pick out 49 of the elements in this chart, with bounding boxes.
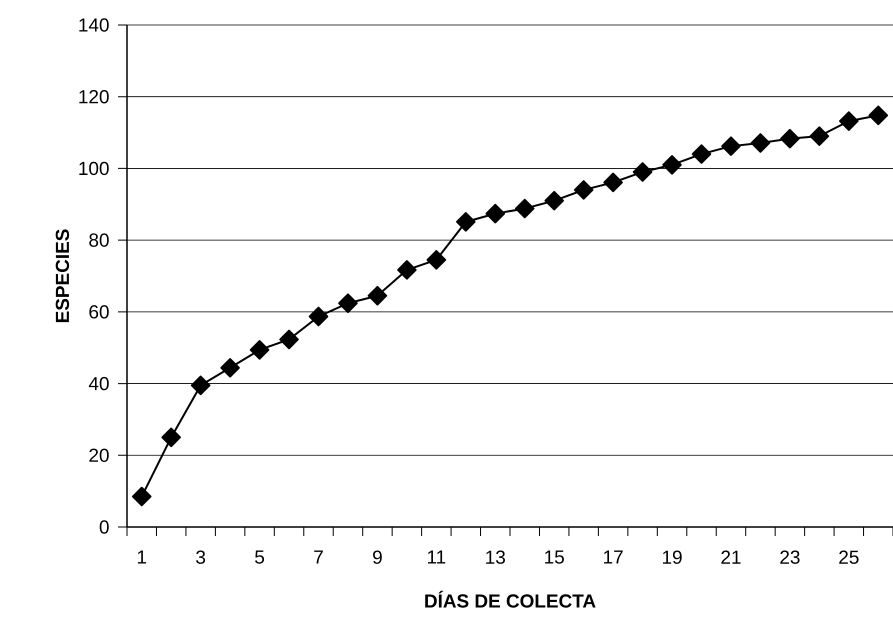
x-tick-label: 7 — [314, 550, 323, 564]
x-tick-label: 5 — [255, 550, 264, 564]
point — [514, 198, 535, 218]
y-tick-label: 80 — [89, 233, 109, 247]
y-tick-label: 120 — [79, 90, 109, 104]
point — [632, 162, 652, 182]
point — [397, 260, 417, 280]
x-tick-label: 1 — [138, 550, 146, 564]
x-tick-label: 9 — [373, 550, 382, 564]
point — [780, 128, 800, 148]
x-axis-title: DÍAS DE COLECTA — [425, 590, 596, 608]
y-axis-title: ESPECIES — [56, 229, 70, 322]
point — [220, 358, 240, 378]
x-tick-label: 17 — [604, 550, 623, 564]
x-tick-label: 11 — [428, 550, 446, 564]
y-tick-label: 60 — [89, 305, 109, 319]
point — [161, 428, 181, 448]
point — [839, 111, 859, 131]
point — [338, 293, 358, 314]
point — [250, 340, 270, 360]
point — [868, 106, 888, 126]
point — [132, 486, 152, 506]
point — [544, 190, 564, 210]
x-tick-label: 13 — [486, 550, 505, 564]
x-tick-label: 25 — [839, 550, 859, 564]
x-tick-label: 15 — [545, 550, 564, 564]
x-tick-label: 19 — [662, 550, 682, 564]
point — [603, 172, 623, 192]
y-tick-label: 140 — [79, 18, 109, 32]
point — [810, 126, 830, 146]
point — [279, 330, 299, 350]
point — [456, 212, 476, 232]
y-tick-label: 0 — [100, 520, 109, 534]
x-tick-label: 21 — [721, 550, 741, 564]
y-tick-label: 20 — [89, 448, 109, 462]
point — [750, 133, 770, 153]
point — [662, 155, 682, 175]
point — [190, 376, 210, 396]
point — [426, 250, 446, 270]
point — [308, 306, 328, 326]
point — [574, 180, 594, 200]
x-tick-label: 3 — [196, 550, 206, 564]
point — [721, 136, 741, 156]
y-tick-label: 40 — [88, 376, 109, 390]
point — [368, 286, 388, 306]
x-tick-label: 23 — [780, 550, 800, 564]
point — [692, 144, 712, 164]
y-tick-label: 100 — [79, 162, 109, 176]
point — [486, 204, 506, 224]
